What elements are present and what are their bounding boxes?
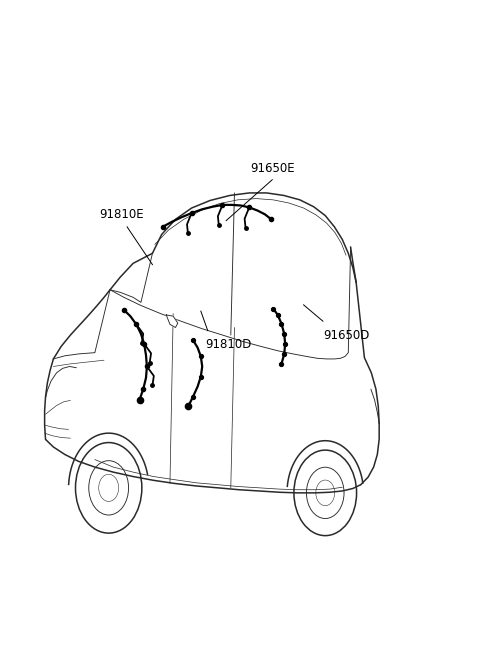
Text: 91810D: 91810D bbox=[205, 338, 252, 351]
Text: 91650D: 91650D bbox=[323, 329, 369, 342]
Text: 91810E: 91810E bbox=[99, 208, 144, 221]
Polygon shape bbox=[166, 315, 178, 328]
Text: 91650E: 91650E bbox=[250, 162, 295, 176]
